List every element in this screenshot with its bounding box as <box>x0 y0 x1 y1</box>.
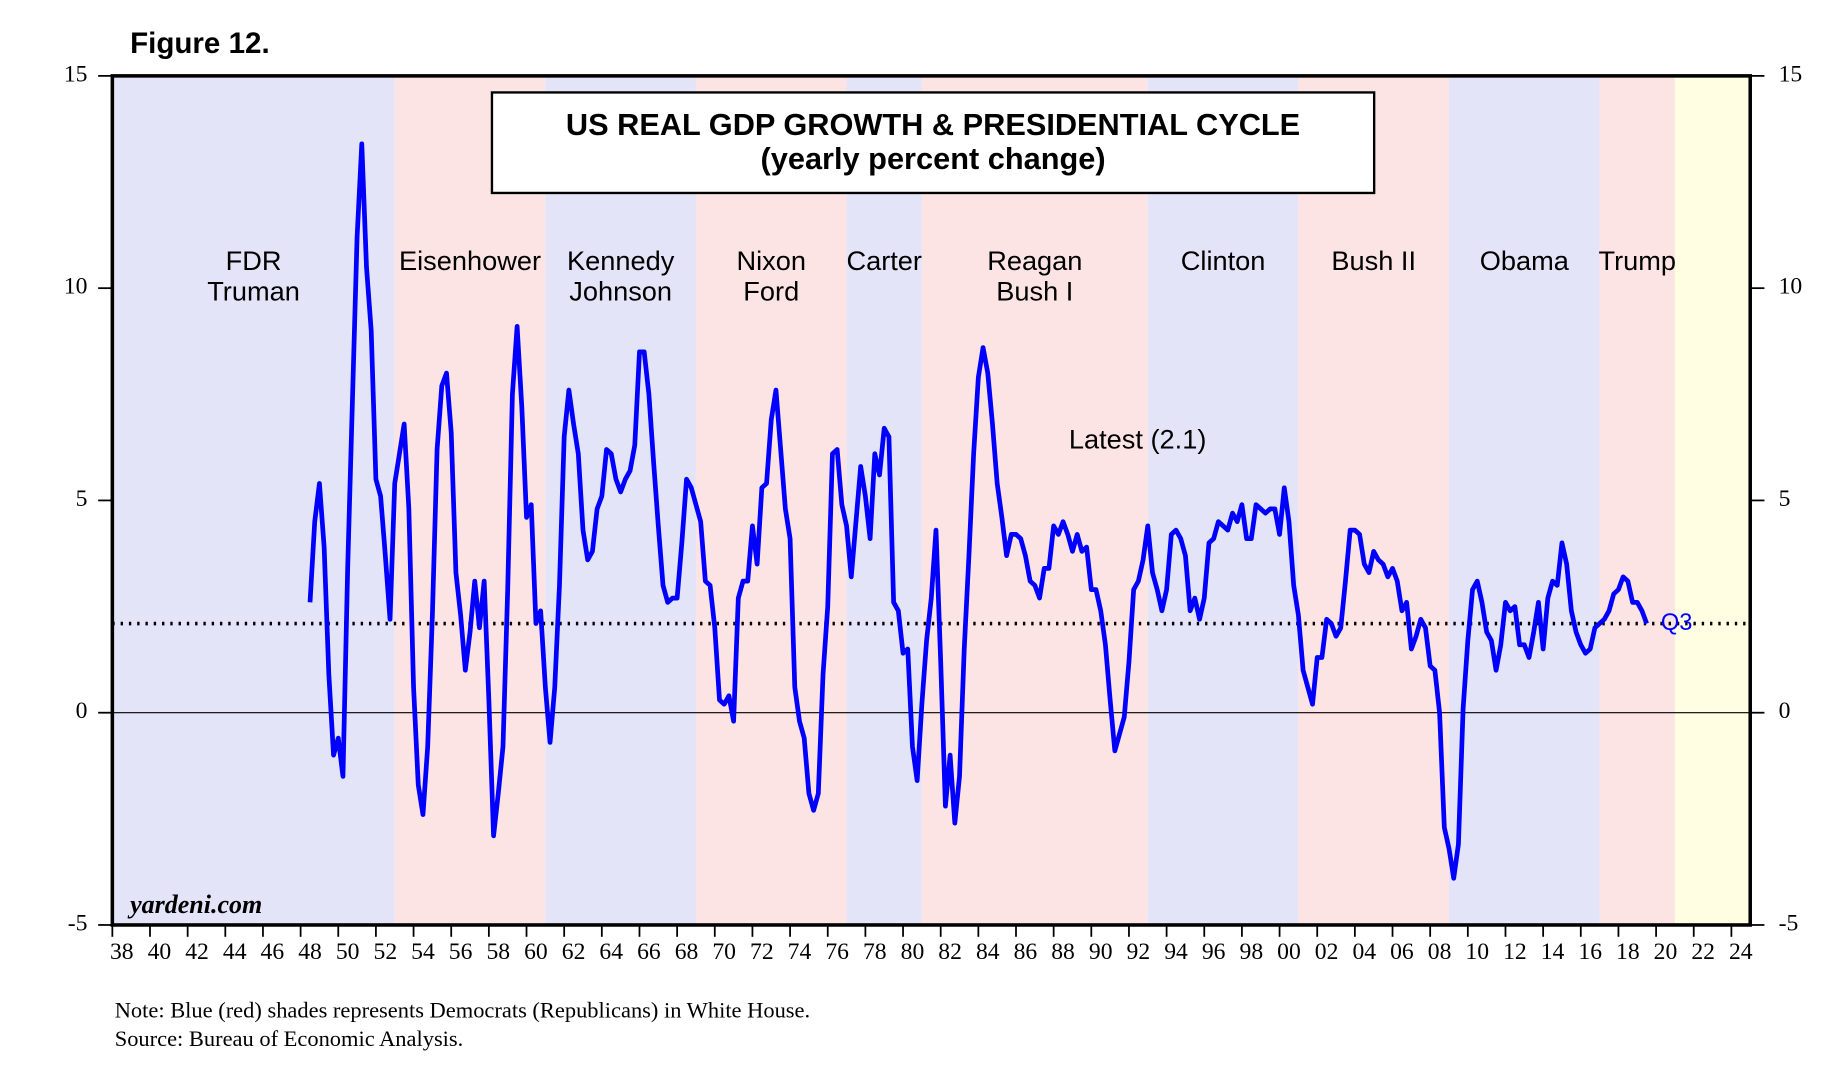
region-label: Johnson <box>569 276 672 307</box>
x-tick-label: 72 <box>750 939 774 965</box>
region-label: Clinton <box>1181 245 1266 276</box>
plot-frame <box>110 74 1752 927</box>
region <box>394 75 546 925</box>
x-tick-label: 14 <box>1541 939 1565 965</box>
x-tick-label: 12 <box>1503 939 1527 965</box>
chart-title: US REAL GDP GROWTH & PRESIDENTIAL CYCLE <box>566 107 1300 142</box>
x-tick-label: 18 <box>1616 939 1640 965</box>
x-tick-label: 68 <box>675 939 699 965</box>
x-tick-label: 06 <box>1390 939 1414 965</box>
x-tick-label: 48 <box>298 939 322 965</box>
x-tick-label: 76 <box>825 939 849 965</box>
y-tick-label: 10 <box>64 274 88 300</box>
y-tick-label: 15 <box>64 61 88 87</box>
x-tick-label: 86 <box>1014 939 1038 965</box>
x-tick-label: 66 <box>637 939 661 965</box>
region-label: Reagan <box>987 245 1082 276</box>
watermark: yardeni.com <box>127 890 262 919</box>
x-tick-label: 88 <box>1051 939 1075 965</box>
x-tick-label: 94 <box>1164 939 1188 965</box>
figure-label: Figure 12. <box>130 27 270 60</box>
y2-tick-label: 10 <box>1779 274 1803 300</box>
x-tick-label: 90 <box>1089 939 1113 965</box>
chart-subtitle: (yearly percent change) <box>761 141 1106 176</box>
region <box>695 75 847 925</box>
region-label: Kennedy <box>567 245 675 276</box>
region-label: Carter <box>846 245 922 276</box>
x-tick-label: 64 <box>599 939 623 965</box>
y2-tick-label: 15 <box>1779 61 1803 87</box>
x-tick-label: 50 <box>336 939 360 965</box>
region-label: Eisenhower <box>399 245 541 276</box>
x-tick-label: 74 <box>788 939 812 965</box>
region-label: Bush I <box>996 276 1073 307</box>
region <box>1298 75 1450 925</box>
y2-tick-label: 5 <box>1779 486 1791 512</box>
lines <box>98 74 1765 937</box>
x-tick-label: 16 <box>1578 939 1602 965</box>
y2-tick-label: -5 <box>1779 910 1799 936</box>
y-tick-label: 0 <box>76 698 88 724</box>
x-tick-label: 40 <box>148 939 172 965</box>
region <box>1147 75 1299 925</box>
x-tick-label: 44 <box>223 939 247 965</box>
region-label: Truman <box>207 276 300 307</box>
region-label: Obama <box>1480 245 1570 276</box>
y-tick-label: -5 <box>68 910 88 936</box>
x-tick-label: 00 <box>1277 939 1301 965</box>
x-tick-label: 46 <box>261 939 285 965</box>
region <box>1599 75 1675 925</box>
x-tick-label: 56 <box>449 939 473 965</box>
y-tick-label: 5 <box>76 486 88 512</box>
region-label: Trump <box>1598 245 1676 276</box>
series-line <box>307 141 1649 881</box>
region <box>545 75 696 925</box>
annotation: Latest (2.1) <box>1069 423 1207 454</box>
x-tick-label: 04 <box>1352 939 1376 965</box>
region <box>1674 75 1751 925</box>
x-tick-label: 80 <box>901 939 925 965</box>
x-tick-label: 82 <box>938 939 962 965</box>
title-box <box>490 91 1376 195</box>
region-label: Nixon <box>737 245 807 276</box>
x-tick-label: 52 <box>374 939 398 965</box>
region <box>1449 75 1600 925</box>
x-tick-label: 02 <box>1315 939 1339 965</box>
x-tick-label: 08 <box>1428 939 1452 965</box>
region-label: FDR <box>226 245 282 276</box>
x-tick-label: 54 <box>411 939 435 965</box>
x-tick-label: 96 <box>1202 939 1226 965</box>
x-tick-label: 24 <box>1729 939 1753 965</box>
end-label: Q3 <box>1661 610 1693 636</box>
note: Note: Blue (red) shades represents Democ… <box>115 998 810 1023</box>
x-tick-label: 10 <box>1465 939 1489 965</box>
x-tick-label: 42 <box>185 939 209 965</box>
x-tick-label: 62 <box>562 939 586 965</box>
x-tick-label: 58 <box>486 939 510 965</box>
region-label: Ford <box>743 276 799 307</box>
series: Q3 <box>307 141 1693 881</box>
x-tick-label: 60 <box>524 939 548 965</box>
source: Source: Bureau of Economic Analysis. <box>115 1026 464 1051</box>
x-tick-label: 22 <box>1691 939 1715 965</box>
x-tick-label: 92 <box>1127 939 1151 965</box>
x-tick-label: 70 <box>712 939 736 965</box>
region <box>112 75 395 925</box>
y2-tick-label: 0 <box>1779 698 1791 724</box>
x-tick-label: 98 <box>1240 939 1264 965</box>
region-label: Bush II <box>1331 245 1416 276</box>
x-tick-label: 38 <box>110 939 134 965</box>
x-tick-label: 20 <box>1654 939 1678 965</box>
x-tick-label: 84 <box>976 939 1000 965</box>
x-tick-label: 78 <box>863 939 887 965</box>
